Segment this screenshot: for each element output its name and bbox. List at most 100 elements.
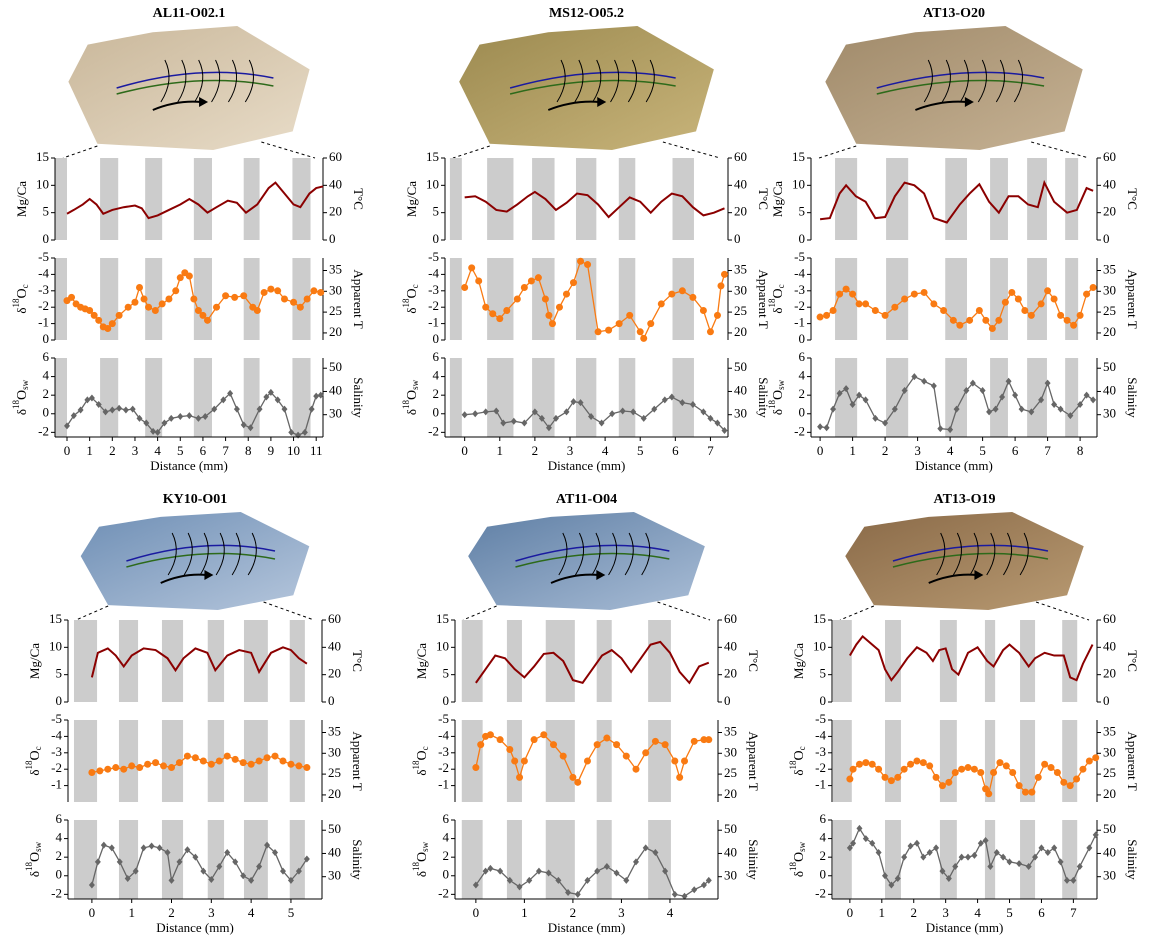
- season-band: [596, 720, 612, 802]
- data-point: [1063, 316, 1071, 324]
- axis-label: T°C: [351, 188, 366, 210]
- season-band: [575, 158, 597, 240]
- growth-band: [574, 532, 585, 576]
- data-point: [526, 876, 533, 884]
- label-part: 18: [788, 862, 798, 872]
- label-part: Mg/Ca: [770, 181, 785, 217]
- y-tick-label: 0: [43, 405, 50, 420]
- data-point: [651, 737, 659, 745]
- data-point: [1063, 876, 1070, 884]
- data-point: [527, 277, 535, 285]
- data-point: [475, 277, 483, 285]
- growth-band: [247, 532, 257, 576]
- data-point: [613, 869, 620, 877]
- axis-label: δ18Oc: [11, 284, 30, 313]
- data-point: [919, 759, 927, 767]
- data-point: [588, 413, 595, 421]
- data-point: [195, 414, 202, 422]
- data-point: [88, 394, 95, 402]
- data-point: [642, 844, 649, 852]
- data-point: [1050, 295, 1058, 303]
- data-point: [211, 405, 218, 413]
- data-point: [930, 300, 938, 308]
- season-band: [461, 620, 483, 702]
- data-point: [1025, 862, 1032, 870]
- leader-line: [75, 605, 109, 621]
- data-point: [1028, 408, 1035, 416]
- data-point: [143, 419, 150, 427]
- data-point: [862, 396, 869, 404]
- growth-band: [969, 532, 979, 576]
- data-point: [213, 303, 221, 311]
- x-tick-label: 3: [914, 443, 921, 458]
- data-point: [496, 736, 504, 744]
- y-tick-label: -1: [794, 315, 805, 330]
- y2-tick-label: 20: [1103, 786, 1116, 801]
- x-tick-label: 0: [473, 905, 480, 920]
- data-point: [970, 765, 978, 773]
- y2-tick-label: 50: [1103, 821, 1116, 836]
- leader-line: [263, 601, 315, 621]
- growth-band: [160, 59, 170, 103]
- data-point: [158, 300, 166, 308]
- y2-tick-label: 30: [328, 868, 341, 883]
- data-point: [168, 414, 175, 422]
- season-band: [984, 720, 996, 802]
- data-point: [569, 773, 577, 781]
- data-point: [95, 316, 103, 324]
- label-part: δ: [404, 307, 419, 313]
- data-point: [129, 405, 136, 413]
- y2-tick-label: 40: [1103, 844, 1116, 859]
- season-band: [575, 258, 597, 340]
- data-point: [461, 284, 469, 292]
- data-point: [239, 759, 247, 767]
- axis-label: T°C: [1125, 188, 1140, 210]
- data-point: [894, 875, 901, 883]
- data-point: [215, 757, 223, 765]
- season-band: [835, 258, 858, 340]
- data-point: [168, 764, 176, 772]
- data-point: [164, 849, 171, 857]
- data-point: [1005, 377, 1012, 385]
- label-part: T°C: [351, 188, 366, 210]
- data-point: [290, 298, 298, 306]
- data-point: [534, 274, 542, 282]
- axis-label: Salinity: [350, 839, 365, 880]
- data-point: [96, 767, 104, 775]
- data-point: [999, 393, 1006, 401]
- label-part: 18: [24, 862, 34, 872]
- leader-line: [818, 145, 857, 159]
- data-point: [1070, 876, 1077, 884]
- season-band: [990, 158, 1008, 240]
- label-part: O: [15, 390, 30, 400]
- data-point: [145, 303, 153, 311]
- y2-tick-label: 35: [1103, 261, 1116, 276]
- y-tick-label: 6: [43, 349, 50, 364]
- data-point: [108, 844, 115, 852]
- season-band: [207, 620, 225, 702]
- x-tick-label: 4: [602, 443, 609, 458]
- y2-tick-label: 30: [724, 868, 737, 883]
- data-point: [1092, 831, 1099, 839]
- data-point: [988, 325, 996, 333]
- data-point: [706, 328, 714, 336]
- y-tick-label: 2: [799, 386, 806, 401]
- label-part: O: [28, 852, 43, 862]
- season-band: [939, 720, 957, 802]
- data-point: [227, 389, 234, 397]
- data-point: [95, 400, 102, 408]
- data-point: [1012, 391, 1019, 399]
- growth-band: [199, 532, 209, 576]
- season-band: [945, 358, 967, 437]
- data-point: [689, 293, 697, 301]
- label-part: O: [415, 852, 430, 862]
- y-tick-label: -4: [438, 727, 449, 742]
- axis-label: δ18Oc: [401, 284, 420, 313]
- data-point: [247, 760, 255, 768]
- data-point: [836, 290, 844, 298]
- y-tick-label: -2: [815, 885, 826, 900]
- data-point: [1028, 788, 1036, 796]
- y2-tick-label: 60: [328, 611, 341, 626]
- y-tick-label: 10: [49, 638, 62, 653]
- data-point: [891, 303, 899, 311]
